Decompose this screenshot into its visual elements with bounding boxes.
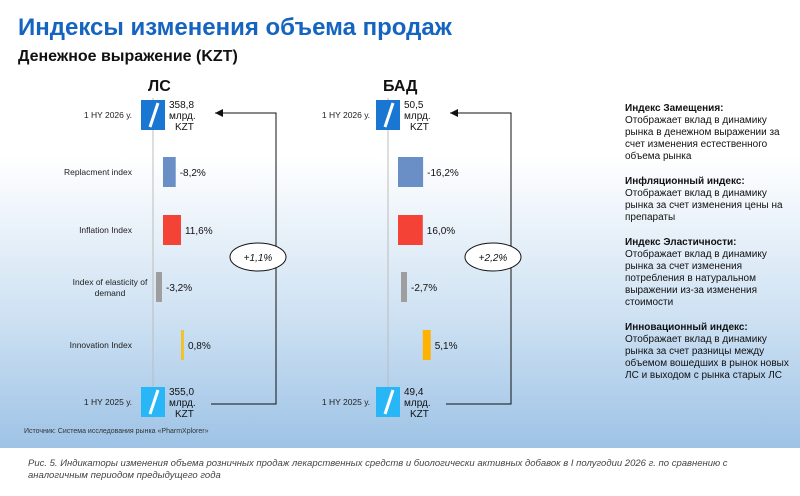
index-value-label: -8,2% — [180, 168, 206, 179]
description-elasticity: Индекс Эластичности: Отображает вклад в … — [625, 237, 793, 309]
total-value-label: 358,8 млрд. KZT — [169, 100, 196, 133]
description-replacement: Индекс Замещения: Отображает вклад в дин… — [625, 103, 793, 163]
category-label: 1 HY 2025 у. — [322, 397, 370, 407]
category-label: Index of elasticity of demand — [73, 277, 148, 298]
index-bar — [422, 330, 431, 360]
total-value-label: 49,4 млрд. KZT — [404, 387, 431, 420]
chart-title-ls: ЛС — [148, 78, 171, 95]
index-value-label: -16,2% — [427, 168, 459, 179]
total-value-label: 355,0 млрд. KZT — [169, 387, 196, 420]
change-badge — [464, 242, 522, 272]
index-value-label: 16,0% — [427, 226, 455, 237]
category-label: 1 HY 2025 у. — [84, 397, 132, 407]
description-title: Инновационный индекс: — [625, 322, 748, 333]
change-badge — [229, 242, 287, 272]
index-value-label: -2,7% — [411, 283, 437, 294]
description-title: Инфляционный индекс: — [625, 176, 745, 187]
index-bar — [156, 272, 162, 302]
page-subtitle: Денежное выражение (KZT) — [18, 48, 238, 65]
axis-break-mark — [383, 389, 395, 415]
index-value-label: 5,1% — [435, 341, 458, 352]
waterfall-chart-1: 50,5 млрд. KZT 1 HY 2026 у. -16,2% 16,0% -2,7%… — [322, 98, 522, 420]
category-label: Innovation Index — [70, 340, 133, 350]
page-title: Индексы изменения объема продаж — [18, 14, 452, 41]
change-label: +1,1% — [244, 253, 273, 264]
category-label: Inflation Index — [79, 225, 133, 235]
description-title: Индекс Замещения: — [625, 103, 724, 114]
description-text: Отображает вклад в динамику рынка за сче… — [625, 249, 767, 308]
total-value-label: 50,5 млрд. KZT — [404, 100, 431, 133]
axis-break-mark — [148, 102, 160, 128]
arrow-head — [450, 109, 458, 117]
chart-title-bad: БАД — [383, 78, 418, 95]
index-bar — [401, 272, 407, 302]
arrow-head — [215, 109, 223, 117]
description-inflation: Инфляционный индекс: Отображает вклад в … — [625, 176, 793, 224]
axis-break-mark — [148, 389, 160, 415]
index-bar — [398, 215, 423, 245]
waterfall-chart-0: 358,8 млрд. KZT 1 HY 2026 у. -8,2% Replacment… — [64, 98, 287, 420]
index-value-label: 11,6% — [185, 226, 213, 237]
index-value-label: -3,2% — [166, 283, 192, 294]
description-text: Отображает вклад в динамику рынка в дене… — [625, 115, 780, 162]
description-innovation: Инновационный индекс: Отображает вклад в… — [625, 322, 793, 382]
category-label: Replacment index — [64, 167, 133, 177]
category-label: 1 HY 2026 у. — [322, 110, 370, 120]
change-label: +2,2% — [479, 253, 508, 264]
index-value-label: 0,8% — [188, 341, 211, 352]
waterfall-charts: 358,8 млрд. KZT 1 HY 2026 у. -8,2% Replacment… — [64, 98, 522, 420]
index-bar — [398, 157, 424, 187]
description-text: Отображает вклад в динамику рынка за сче… — [625, 188, 783, 223]
source-note: Источник: Система исследования рынка «Ph… — [24, 428, 209, 435]
description-text: Отображает вклад в динамику рынка за сче… — [625, 334, 789, 381]
index-bar — [180, 330, 184, 360]
slide: Индексы изменения объема продаж Денежное… — [0, 0, 800, 448]
index-bar — [163, 157, 176, 187]
axis-break-mark — [383, 102, 395, 128]
caption-area — [0, 448, 800, 496]
description-title: Индекс Эластичности: — [625, 237, 737, 248]
index-bar — [163, 215, 181, 245]
figure-caption: Рис. 5. Индикаторы изменения объема розн… — [28, 458, 728, 481]
category-label: 1 HY 2026 у. — [84, 110, 132, 120]
